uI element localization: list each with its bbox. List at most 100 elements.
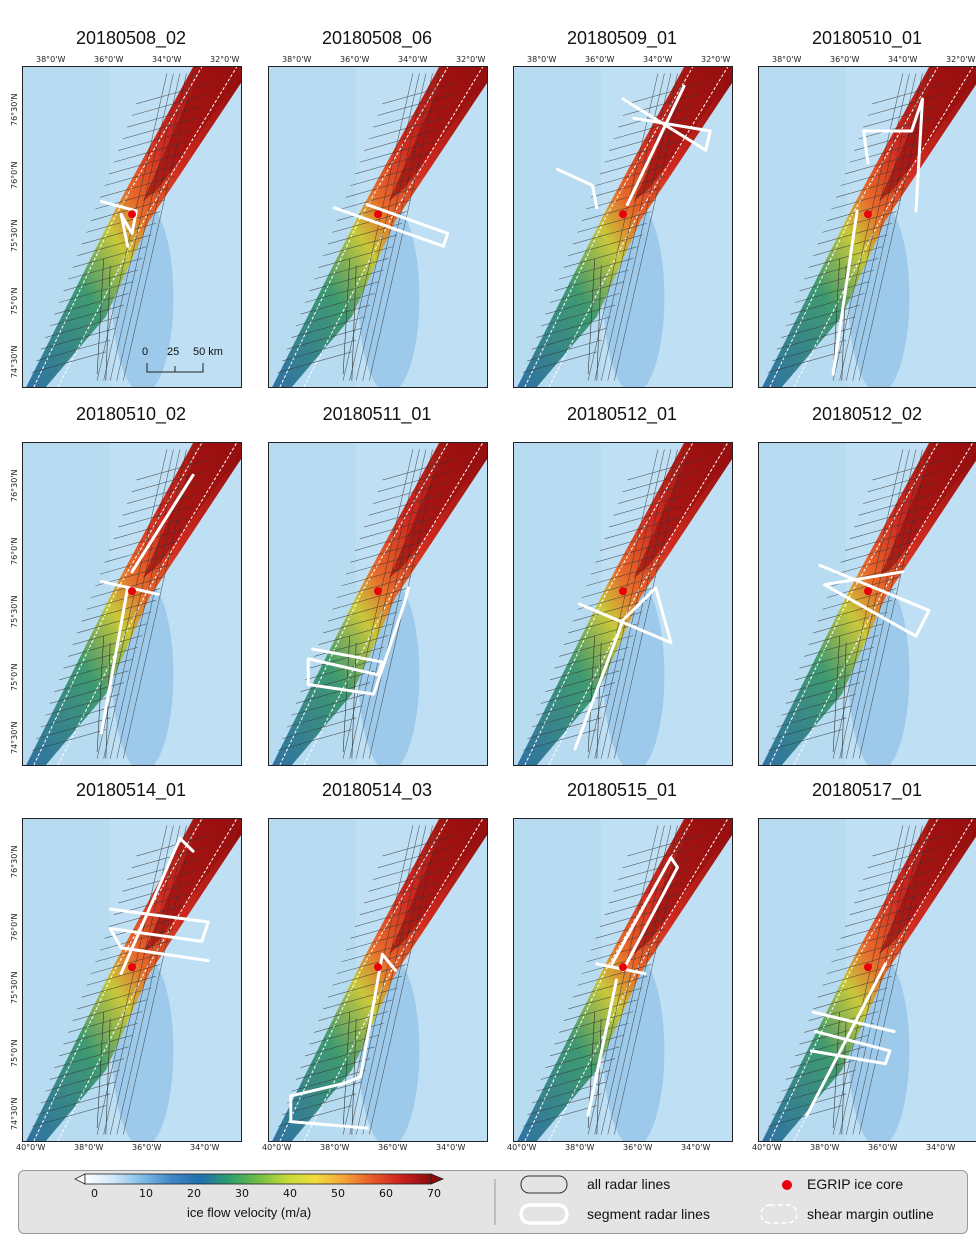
all-radar-lines (522, 449, 702, 759)
latitude-tick-label: 75°30'N (10, 971, 19, 1004)
latitude-tick-label: 74°30'N (10, 345, 19, 378)
panel-title: 20180508_02 (75, 28, 187, 48)
segment-radar-line (306, 586, 411, 696)
map-panel (758, 818, 976, 1142)
latitude-tick-label: 76°30'N (10, 845, 19, 878)
shear-margin-outline (524, 67, 694, 387)
velocity-map (23, 443, 241, 765)
colorbar-label: ice flow velocity (m/a) (187, 1205, 312, 1220)
egrip-ice-core-marker (374, 963, 382, 972)
longitude-tick-label: 38°0'W (74, 1143, 104, 1152)
colorbar-tick-label: 70 (427, 1187, 441, 1200)
panel-title: 20180509_01 (566, 28, 678, 48)
panel-title: 20180512_02 (811, 404, 923, 424)
map-panel (513, 66, 733, 388)
shear-margin-outline (303, 443, 484, 765)
colorbar-tick-label: 60 (379, 1187, 393, 1200)
latitude-tick-label: 76°30'N (10, 93, 19, 126)
latitude-tick-label: 75°0'N (10, 1039, 19, 1067)
all-radar-lines (96, 258, 111, 381)
longitude-tick-label: 38°0'W (772, 55, 802, 64)
colorbar-tick-label: 20 (187, 1187, 201, 1200)
longitude-tick-label: 34°0'W (926, 1143, 956, 1152)
panel-title: 20180514_01 (75, 780, 187, 800)
shear-margin-outline (33, 67, 203, 387)
velocity-map (759, 819, 976, 1141)
longitude-tick-label: 38°0'W (320, 1143, 350, 1152)
shear-margin-outline (524, 443, 694, 765)
map-panel (268, 442, 488, 766)
colorbar-tick-label: 0 (91, 1187, 98, 1200)
shear-margin-outline (769, 443, 939, 765)
map-panel (268, 818, 488, 1142)
egrip-ice-core-marker (619, 210, 627, 219)
all-radar-lines (342, 1012, 357, 1135)
longitude-tick-label: 38°0'W (810, 1143, 840, 1152)
all-radar-lines (277, 449, 457, 759)
longitude-tick-label: 38°0'W (565, 1143, 595, 1152)
longitude-tick-label: 32°0'W (701, 55, 731, 64)
segment-radar-lines-label: segment radar lines (587, 1206, 710, 1222)
velocity-map (269, 443, 487, 765)
velocity-map (514, 819, 732, 1141)
longitude-tick-label: 34°0'W (681, 1143, 711, 1152)
longitude-tick-label: 34°0'W (152, 55, 182, 64)
longitude-tick-label: 40°0'W (507, 1143, 537, 1152)
map-panel (22, 442, 242, 766)
latitude-tick-label: 75°0'N (10, 663, 19, 691)
egrip-ice-core-marker (619, 587, 627, 596)
egrip-ice-core-marker (128, 210, 136, 219)
egrip-ice-core-marker (128, 587, 136, 596)
colorbar-tick-label: 10 (139, 1187, 153, 1200)
velocity-map (514, 67, 732, 387)
colorbar-left-arrow (74, 1173, 86, 1185)
egrip-ice-core-swatch (782, 1180, 792, 1190)
longitude-tick-label: 34°0'W (190, 1143, 220, 1152)
panel-title: 20180512_01 (566, 404, 678, 424)
segment-radar-line (556, 84, 712, 210)
colorbar-tick-label: 30 (235, 1187, 249, 1200)
scale-bar (146, 363, 204, 373)
panel-title: 20180510_02 (75, 404, 187, 424)
latitude-tick-label: 74°30'N (10, 721, 19, 754)
shear-margin-outline (548, 443, 729, 765)
map-panel (513, 818, 733, 1142)
map-panel (268, 66, 488, 388)
all-radar-lines (342, 258, 357, 381)
longitude-tick-label: 34°0'W (888, 55, 918, 64)
velocity-map (759, 67, 976, 387)
all-radar-lines (522, 73, 702, 381)
egrip-ice-core-marker (864, 963, 872, 972)
all-radar-lines (767, 73, 947, 381)
panel-title: 20180508_06 (321, 28, 433, 48)
latitude-tick-label: 75°30'N (10, 219, 19, 252)
all-radar-lines (96, 1012, 111, 1135)
segment-radar-line (573, 586, 673, 751)
latitude-tick-label: 76°0'N (10, 913, 19, 941)
longitude-tick-label: 34°0'W (398, 55, 428, 64)
panel-title: 20180515_01 (566, 780, 678, 800)
velocity-map (23, 819, 241, 1141)
egrip-ice-core-label: EGRIP ice core (807, 1176, 904, 1192)
egrip-ice-core-marker (619, 963, 627, 972)
scale-bar-label: 50 km (193, 346, 223, 358)
map-panel (758, 442, 976, 766)
longitude-tick-label: 36°0'W (378, 1143, 408, 1152)
colorbar-right-arrow (430, 1173, 445, 1185)
longitude-tick-label: 38°0'W (36, 55, 66, 64)
all-radar-lines (832, 636, 847, 759)
longitude-tick-label: 38°0'W (527, 55, 557, 64)
egrip-ice-core-marker (374, 587, 382, 596)
segment-radar-line (108, 836, 210, 976)
all-radar-lines-swatch (520, 1175, 568, 1194)
egrip-ice-core-marker (374, 210, 382, 219)
egrip-ice-core-marker (864, 210, 872, 219)
latitude-tick-label: 76°0'N (10, 537, 19, 565)
shear-margin-swatch (760, 1204, 798, 1224)
all-radar-lines-label: all radar lines (587, 1176, 671, 1192)
longitude-tick-label: 36°0'W (623, 1143, 653, 1152)
map-panel (22, 66, 242, 388)
velocity-map (269, 819, 487, 1141)
shear-margin-outline (33, 443, 203, 765)
longitude-tick-label: 34°0'W (436, 1143, 466, 1152)
